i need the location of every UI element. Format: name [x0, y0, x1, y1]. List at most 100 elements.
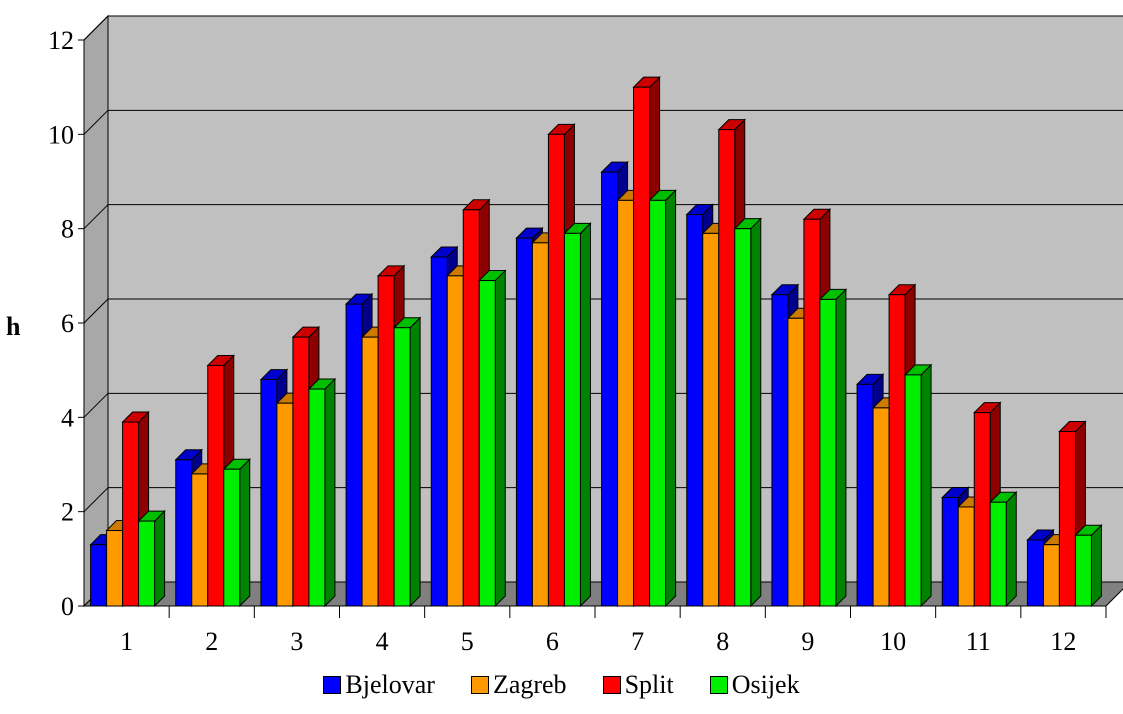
- bar: [563, 232, 581, 607]
- legend-swatch: [470, 676, 489, 694]
- bar: [191, 473, 209, 607]
- x-tick-label: 4: [376, 627, 389, 656]
- bar: [138, 520, 156, 607]
- legend-item: Split: [602, 670, 674, 700]
- y-tick-label: 6: [61, 309, 74, 338]
- bar: [430, 256, 448, 607]
- bar: [260, 379, 278, 607]
- gridline-side: [83, 204, 109, 230]
- bar: [377, 275, 395, 607]
- x-tick-label: 2: [205, 627, 218, 656]
- bar: [686, 214, 704, 607]
- bar: [207, 364, 225, 607]
- bar: [1042, 544, 1060, 607]
- x-tick-label: 7: [631, 627, 644, 656]
- x-tick-label: 11: [966, 627, 991, 656]
- legend-label: Osijek: [731, 670, 800, 699]
- bar: [957, 506, 975, 607]
- bar: [547, 133, 565, 607]
- bar: [888, 294, 906, 607]
- gridline-side: [83, 392, 109, 418]
- bar: [803, 218, 821, 607]
- x-tick-label: 9: [801, 627, 814, 656]
- bar: [872, 407, 890, 607]
- bar: [633, 86, 651, 607]
- legend-swatch: [602, 676, 621, 694]
- bar-side: [579, 222, 591, 608]
- gridline-side: [83, 487, 109, 513]
- bar-side: [494, 269, 506, 608]
- x-tick-label: 12: [1050, 627, 1076, 656]
- legend-swatch: [709, 676, 728, 694]
- x-tick-label: 8: [716, 627, 729, 656]
- bar: [122, 421, 140, 607]
- y-tick-label: 0: [61, 592, 74, 621]
- bar: [1026, 539, 1044, 607]
- bar-side: [239, 458, 251, 608]
- legend-item: Bjelovar: [323, 670, 435, 700]
- bar: [601, 171, 619, 607]
- bar: [1074, 534, 1092, 607]
- bar: [345, 303, 363, 607]
- y-tick-label: 4: [61, 403, 74, 432]
- bar: [308, 388, 326, 607]
- bar: [771, 294, 789, 607]
- bar: [462, 209, 480, 607]
- bar: [90, 544, 108, 607]
- bar-side: [1090, 524, 1102, 608]
- bar: [223, 468, 241, 607]
- bar-side: [1005, 491, 1017, 608]
- legend-item: Osijek: [709, 670, 800, 700]
- x-tick-label: 6: [546, 627, 559, 656]
- legend-swatch: [323, 676, 342, 694]
- bar: [292, 336, 310, 607]
- bar: [989, 501, 1007, 607]
- bar: [941, 497, 959, 607]
- legend-label: Split: [624, 670, 674, 699]
- bar: [856, 383, 874, 607]
- gridline-side: [83, 15, 109, 41]
- x-tick-label: 10: [880, 627, 906, 656]
- bar: [515, 237, 533, 607]
- bar: [478, 280, 496, 607]
- y-tick-label: 10: [48, 120, 74, 149]
- bar: [1058, 430, 1076, 607]
- gridline-side: [83, 298, 109, 324]
- legend-item: Zagreb: [470, 670, 567, 700]
- legend-label: Bjelovar: [345, 670, 435, 699]
- x-tick-label: 1: [120, 627, 133, 656]
- bar: [702, 232, 720, 607]
- y-tick-label: 2: [61, 498, 74, 527]
- bar: [276, 402, 294, 607]
- x-tick-label: 3: [290, 627, 303, 656]
- bar-side: [409, 316, 421, 608]
- bar: [819, 298, 837, 607]
- bar-side: [154, 509, 166, 608]
- gridline-side: [83, 109, 109, 135]
- y-tick-label: 8: [61, 215, 74, 244]
- bar: [718, 129, 736, 607]
- y-axis-label: h: [6, 312, 21, 341]
- bar-side: [665, 189, 677, 608]
- bar-side: [750, 217, 762, 608]
- bar: [175, 459, 193, 607]
- bar-side: [835, 288, 847, 608]
- bar: [446, 275, 464, 607]
- bar: [973, 412, 991, 607]
- bar: [649, 199, 667, 607]
- bar: [361, 336, 379, 607]
- chart-legend: Bjelovar Zagreb Split Osijek: [0, 670, 1123, 700]
- legend-label: Zagreb: [492, 670, 567, 699]
- bar: [617, 199, 635, 607]
- x-tick-label: 5: [461, 627, 474, 656]
- bar-side: [920, 363, 932, 608]
- bar: [787, 317, 805, 607]
- bar: [393, 327, 411, 607]
- bar-side: [324, 377, 336, 608]
- bar: [734, 228, 752, 607]
- bar: [904, 374, 922, 607]
- bar: [106, 530, 124, 607]
- y-tick-label: 12: [48, 26, 74, 55]
